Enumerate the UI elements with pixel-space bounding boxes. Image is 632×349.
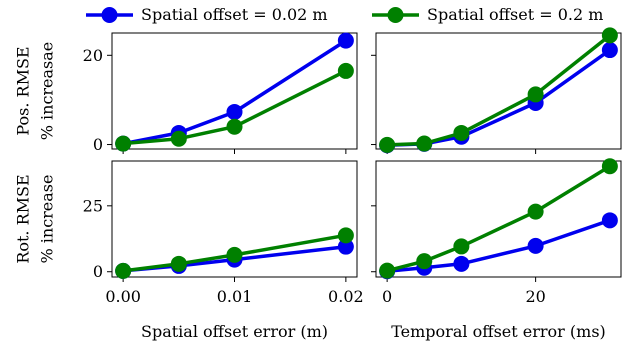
- data-point: [601, 27, 618, 44]
- data-point: [453, 255, 470, 272]
- y-axis-label-line: % increase: [38, 174, 57, 263]
- data-point: [115, 262, 132, 279]
- x-tick-label: 0.01: [217, 287, 253, 306]
- legend-marker-0: [101, 7, 118, 23]
- series-1: [379, 27, 618, 153]
- data-point: [226, 118, 243, 135]
- x-tick-label: 0: [382, 287, 392, 306]
- data-point: [337, 62, 354, 79]
- panel-frame: [375, 32, 622, 150]
- data-point: [337, 238, 354, 255]
- x-axis-label: Temporal offset error (ms): [391, 322, 606, 341]
- data-point: [416, 135, 433, 152]
- y-tick-label: 0: [93, 135, 103, 154]
- legend-label-1: Spatial offset = 0.2 m: [427, 5, 603, 24]
- data-point: [527, 237, 544, 254]
- series-line: [122, 233, 347, 273]
- data-point: [601, 42, 618, 59]
- data-point: [337, 227, 354, 244]
- data-point: [601, 158, 618, 175]
- y-tick-label: 25: [83, 196, 103, 215]
- data-point: [226, 246, 243, 263]
- panel-0: 0 20 Pos. RMSE % increasae: [14, 32, 358, 154]
- y-tick-label: 20: [83, 46, 103, 65]
- data-point: [416, 253, 433, 270]
- series-1: [115, 227, 354, 279]
- data-point: [170, 255, 187, 272]
- series-line: [122, 39, 347, 146]
- series-line: [387, 48, 611, 147]
- x-axis-label: Spatial offset error (m): [141, 322, 328, 341]
- data-point: [527, 203, 544, 220]
- data-point: [379, 136, 396, 153]
- series-1: [379, 158, 618, 279]
- data-point: [527, 86, 544, 103]
- y-axis-label-line: Rot. RMSE: [14, 174, 33, 263]
- data-point: [453, 124, 470, 141]
- data-point: [115, 135, 132, 152]
- panel-1: [371, 27, 622, 154]
- series-line: [387, 34, 611, 147]
- x-tick-label: 20: [525, 287, 545, 306]
- x-tick-label: 0.02: [328, 287, 364, 306]
- legend: Spatial offset = 0.02 m Spatial offset =…: [86, 5, 603, 24]
- series-line: [122, 69, 347, 146]
- x-tick-label: 0.00: [105, 287, 141, 306]
- data-point: [601, 212, 618, 229]
- series-1: [115, 62, 354, 152]
- panel-frame: [375, 160, 622, 278]
- series-0: [379, 212, 618, 280]
- y-tick-label: 0: [93, 262, 103, 281]
- data-point: [226, 103, 243, 120]
- panel-3: 0 20 Temporal offset error (ms): [371, 158, 622, 341]
- y-axis-label-line: Pos. RMSE: [14, 46, 33, 135]
- data-point: [170, 130, 187, 147]
- data-point: [337, 32, 354, 49]
- y-axis-label-line: % increasae: [38, 42, 57, 141]
- legend-label-0: Spatial offset = 0.02 m: [141, 5, 328, 24]
- data-point: [379, 262, 396, 279]
- data-point: [453, 238, 470, 255]
- legend-marker-1: [387, 7, 404, 23]
